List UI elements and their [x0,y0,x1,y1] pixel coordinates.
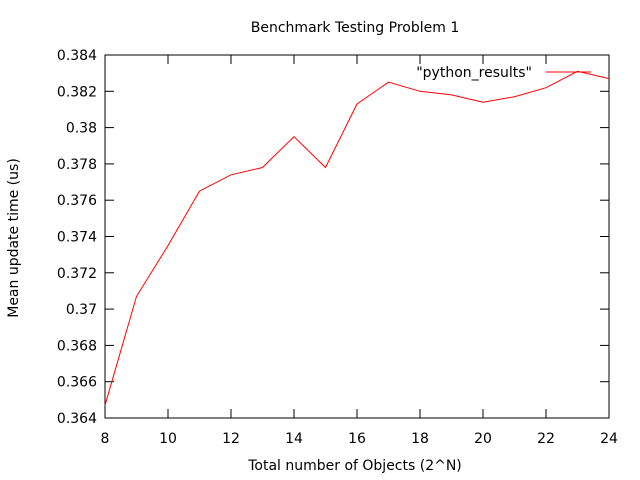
y-axis-ticks: 0.364 0.366 0.368 0.37 0.372 0.374 0.376 0.378 0… [57,48,609,427]
x-tick-label: 12 [222,431,240,447]
x-tick-label: 8 [101,431,110,447]
legend: "python_results" [416,65,591,81]
y-axis-label: Mean update time (us) [6,158,22,318]
x-tick-label: 24 [600,431,618,447]
y-tick-label: 0.364 [57,411,97,427]
x-tick-label: 14 [285,431,303,447]
series-lines [104,70,610,406]
y-tick-label: 0.37 [66,302,97,318]
y-tick-label: 0.372 [57,266,97,282]
y-tick-label: 0.368 [57,338,97,354]
legend-label: "python_results" [416,65,532,81]
x-axis-ticks: 8 10 12 14 16 18 20 22 24 [101,55,618,447]
x-tick-label: 18 [411,431,429,447]
x-axis-label: Total number of Objects (2^N) [247,458,462,474]
x-tick-label: 22 [537,431,555,447]
x-tick-label: 20 [474,431,492,447]
y-tick-label: 0.376 [57,193,97,209]
y-tick-label: 0.378 [57,157,97,173]
y-tick-label: 0.38 [66,121,97,137]
x-tick-label: 10 [159,431,177,447]
y-tick-label: 0.384 [57,48,97,64]
y-tick-label: 0.366 [57,375,97,391]
x-tick-label: 16 [348,431,366,447]
y-tick-label: 0.382 [57,84,97,100]
series-line-python-results [104,70,610,406]
plot-border [104,54,610,419]
y-tick-label: 0.374 [57,230,97,246]
chart-title: Benchmark Testing Problem 1 [251,20,459,36]
